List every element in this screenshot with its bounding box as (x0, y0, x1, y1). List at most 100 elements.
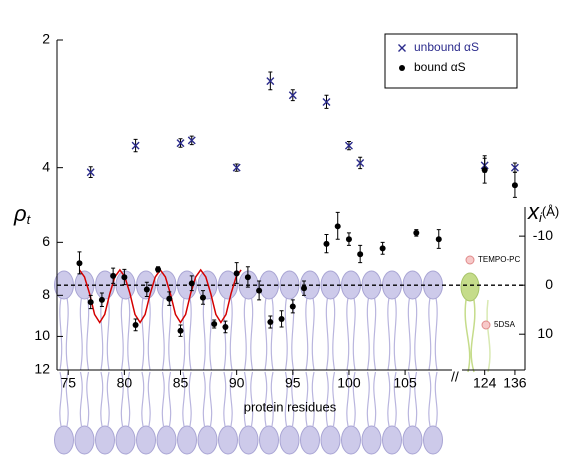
lipid-head (402, 270, 423, 300)
point (379, 245, 386, 252)
legend-marker (398, 44, 406, 52)
lipid-tail (387, 371, 397, 427)
lipid-tail (59, 297, 69, 371)
lipid-tail (243, 371, 254, 427)
lipid-head (95, 425, 115, 455)
lipid-tail (346, 297, 356, 371)
x-tick-label: 85 (173, 375, 189, 391)
point (266, 77, 275, 86)
lipid-tail (79, 371, 90, 427)
lipid-tail (305, 371, 315, 427)
lipid-tail (202, 371, 213, 427)
point (131, 141, 140, 150)
lipid-head (341, 425, 361, 455)
lipid-tail (325, 371, 336, 427)
point (132, 322, 139, 329)
lipid-tail (366, 297, 377, 371)
lipid-tail (182, 297, 192, 371)
point (143, 286, 150, 293)
point (76, 260, 83, 267)
lipid-tail (161, 371, 172, 427)
lipid-tail (202, 297, 213, 371)
y2-tick-label: -10 (533, 227, 553, 243)
lipid-tail (264, 297, 274, 371)
point (232, 163, 241, 172)
point (121, 274, 128, 281)
point (176, 139, 185, 148)
lipid-tail (264, 371, 274, 427)
axis-break: // (451, 369, 459, 385)
lipid-head (177, 425, 197, 455)
x-tick-label: 124 (473, 375, 497, 391)
point (256, 287, 263, 294)
point (187, 136, 196, 145)
y2-tick-label: 0 (545, 276, 553, 292)
lipid-tail (325, 297, 336, 371)
lipid-tail (141, 297, 151, 371)
lipid-tail (407, 371, 418, 427)
lipid-tail (407, 297, 418, 371)
point (288, 91, 297, 100)
lipid-tail (428, 371, 438, 427)
point (155, 266, 162, 273)
y-tick-label: 10 (34, 327, 50, 343)
point (244, 274, 251, 281)
point (267, 319, 274, 326)
lipid-head (54, 425, 74, 455)
lipid-tail (182, 371, 192, 427)
y-axis-label: ρt (13, 201, 32, 228)
point (510, 163, 519, 172)
lipid-head (382, 270, 402, 300)
lipid-head (423, 270, 443, 300)
lipid-head (197, 425, 218, 455)
lipid-tail (120, 297, 131, 371)
lipid-head (259, 425, 279, 455)
point (345, 236, 352, 243)
point (87, 299, 94, 306)
lipid-head (136, 425, 156, 455)
y-tick-label: 6 (42, 233, 50, 249)
point (278, 316, 285, 323)
lipid-tail (284, 371, 295, 427)
lipid-tail (243, 297, 254, 371)
lipid-head (279, 425, 300, 455)
membrane-illustration (54, 270, 443, 455)
point (222, 323, 229, 330)
point (98, 296, 105, 303)
lipid-tail (366, 371, 377, 427)
lipid-head (382, 425, 402, 455)
lipid-head (218, 425, 238, 455)
lipid-tail (387, 297, 397, 371)
point (356, 159, 365, 167)
point (188, 280, 195, 287)
point (289, 303, 296, 310)
annotation: TEMPO-PC (478, 255, 520, 264)
point (413, 229, 420, 236)
point (110, 272, 117, 279)
legend-label: bound αS (414, 60, 466, 74)
legend-label: unbound αS (414, 40, 479, 54)
point (199, 294, 206, 301)
point (323, 240, 330, 247)
y-tick-label: 4 (42, 158, 50, 174)
lipid-tail (100, 297, 110, 371)
y-tick-label: 2 (42, 31, 50, 47)
x-tick-label: 80 (117, 375, 133, 391)
lipid-head (238, 425, 259, 455)
lipid-tail (161, 297, 172, 371)
y2-tick-label: 10 (537, 325, 553, 341)
x-tick-label: 75 (60, 375, 76, 391)
x-tick-label: 95 (285, 375, 301, 391)
annotation: 5DSA (494, 320, 516, 329)
lipid-tail (141, 371, 151, 427)
x-tick-label: 105 (393, 375, 417, 391)
lipid-head (74, 425, 95, 455)
point (357, 251, 364, 258)
lipid-head (402, 425, 423, 455)
point (322, 97, 331, 106)
lipid-head (156, 425, 177, 455)
point (511, 182, 518, 189)
lipid-head (423, 425, 443, 455)
lipid-head (74, 270, 95, 300)
